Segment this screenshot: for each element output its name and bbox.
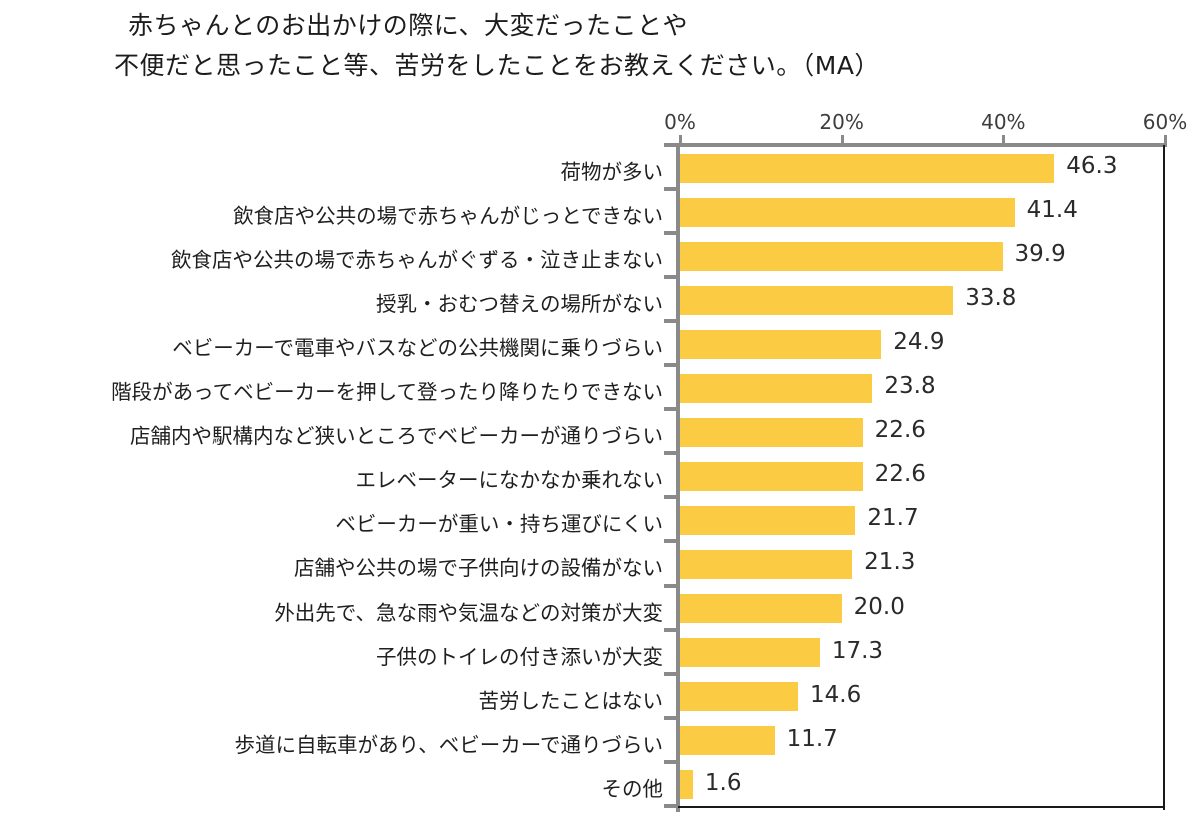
bar-value-label: 1.6: [704, 769, 742, 796]
category-label: その他: [20, 772, 664, 802]
category-label-text: 歩道に自転車があり、ベビーカーで通りづらい: [234, 732, 663, 757]
y-axis-tick: [664, 407, 677, 412]
x-axis-tick: [679, 135, 682, 144]
x-axis-tick-label: 0%: [664, 110, 696, 134]
y-axis-tick: [664, 759, 677, 764]
bar: [680, 241, 1003, 271]
x-axis-tick-label: 20%: [819, 110, 864, 134]
bar: [680, 329, 882, 359]
y-axis-tick: [664, 803, 677, 808]
y-axis-tick: [664, 319, 677, 324]
category-label-text: 店舗や公共の場で子供向けの設備がない: [294, 556, 663, 581]
category-label-text: 店舗内や駅構内など狭いところでベビーカーが通りづらい: [130, 424, 663, 449]
bar-value-label: 21.7: [867, 505, 919, 532]
category-label: エレベーターになかなか乗れない: [20, 463, 664, 493]
y-axis-tick: [664, 671, 677, 676]
category-label-text: エレベーターになかなか乗れない: [355, 468, 664, 493]
page-title: 赤ちゃんとのお出かけの際に、大変だったことや 不便だと思ったこと等、苦労をしたこ…: [114, 6, 1128, 86]
y-axis-tick: [664, 495, 677, 500]
category-label-text: 荷物が多い: [560, 160, 664, 185]
category-label: 子供のトイレの付き添いが大変: [20, 640, 663, 670]
bar-value-label: 46.3: [1066, 153, 1118, 180]
y-axis-tick: [664, 715, 677, 720]
category-label-text: 階段があってベビーカーを押して登ったり降りたりできない: [111, 380, 663, 405]
category-label: 苦労したことはない: [20, 684, 664, 714]
category-label: ベビーカーが重い・持ち運びにくい: [20, 507, 663, 537]
category-label: 歩道に自転車があり、ベビーカーで通りづらい: [20, 728, 663, 758]
bar: [680, 549, 853, 579]
category-label: 階段があってベビーカーを押して登ったり降りたりできない: [20, 375, 663, 405]
y-axis-tick: [664, 451, 677, 456]
bar-value-label: 33.8: [965, 285, 1017, 312]
x-axis-tick-label: 40%: [981, 110, 1026, 134]
bar-value-label: 23.8: [884, 373, 936, 400]
category-label: 外出先で、急な雨や気温などの対策が大変: [20, 596, 663, 626]
bar: [680, 285, 954, 315]
category-label-text: 飲食店や公共の場で赤ちゃんがぐずる・泣き止まない: [171, 248, 663, 273]
category-label: 飲食店や公共の場で赤ちゃんがぐずる・泣き止まない: [20, 243, 663, 273]
plot-right-border: [1163, 145, 1165, 810]
bar: [680, 682, 799, 712]
y-axis-tick: [664, 275, 677, 280]
category-label: ベビーカーで電車やバスなどの公共機関に乗りづらい: [20, 331, 663, 361]
category-label-text: 子供のトイレの付き添いが大変: [376, 644, 663, 669]
category-label-text: 飲食店や公共の場で赤ちゃんがじっとできない: [233, 204, 663, 229]
x-axis-line: [678, 143, 1167, 147]
category-label: 授乳・おむつ替えの場所がない: [20, 287, 663, 317]
x-axis-tick: [1002, 135, 1006, 144]
bar: [680, 417, 863, 447]
category-label-text: 授乳・おむつ替えの場所がない: [376, 292, 663, 317]
x-axis-tick: [1164, 135, 1167, 144]
category-label: 荷物が多い: [20, 155, 664, 185]
bar-value-label: 21.3: [864, 549, 916, 576]
bar: [680, 594, 842, 624]
bar-value-label: 24.9: [893, 329, 945, 356]
y-axis-tick: [664, 583, 677, 588]
y-axis-tick: [664, 187, 677, 192]
y-axis-tick: [664, 363, 677, 368]
category-label-text: その他: [601, 776, 664, 801]
bar: [680, 770, 693, 800]
category-label-text: 苦労したことはない: [478, 688, 664, 713]
y-axis-tick: [664, 627, 677, 632]
bar-value-label: 22.6: [874, 461, 926, 488]
category-label: 店舗や公共の場で子供向けの設備がない: [20, 551, 663, 581]
y-axis-line: [676, 143, 680, 812]
bar-value-label: 14.6: [810, 681, 862, 708]
category-label-text: ベビーカーが重い・持ち運びにくい: [335, 512, 663, 537]
bar-value-label: 17.3: [831, 637, 884, 664]
bar: [680, 461, 863, 491]
bar: [680, 153, 1055, 183]
title-line-2: 不便だと思ったこと等、苦労をしたことをお教えください。（MA）: [114, 51, 880, 80]
bar: [680, 197, 1015, 227]
bar: [680, 505, 856, 535]
bar-value-label: 20.0: [853, 593, 905, 620]
bar: [680, 638, 820, 668]
y-axis-tick: [664, 231, 677, 236]
x-axis-tick-label: 60%: [1142, 110, 1188, 134]
bar: [680, 726, 775, 756]
x-axis-tick: [840, 135, 844, 144]
category-label: 飲食店や公共の場で赤ちゃんがじっとできない: [20, 199, 663, 229]
title-line-1: 赤ちゃんとのお出かけの際に、大変だったことや: [128, 11, 689, 40]
y-axis-tick: [664, 143, 677, 147]
category-label-text: 外出先で、急な雨や気温などの対策が大変: [274, 600, 663, 625]
category-label: 店舗内や駅構内など狭いところでベビーカーが通りづらい: [20, 419, 663, 449]
bar: [680, 373, 873, 403]
category-label-text: ベビーカーで電車やバスなどの公共機関に乗りづらい: [172, 336, 663, 361]
y-axis-tick: [664, 539, 677, 544]
bar-value-label: 11.7: [786, 725, 838, 752]
bar-value-label: 39.9: [1014, 241, 1066, 268]
bar-value-label: 41.4: [1026, 197, 1078, 224]
plot-bottom-border: [678, 806, 1165, 808]
bar-value-label: 22.6: [874, 417, 926, 444]
